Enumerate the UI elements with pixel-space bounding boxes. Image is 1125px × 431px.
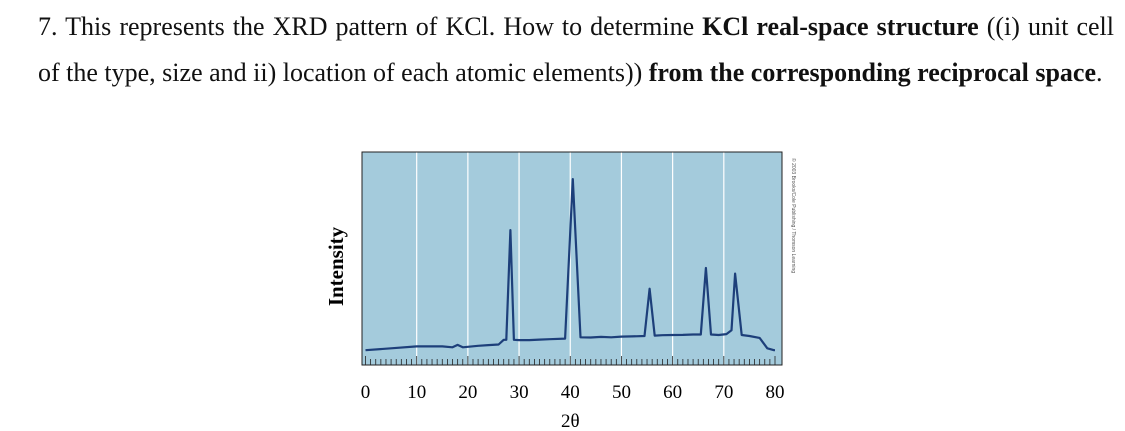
x-tick-label: 50 [612,382,631,403]
xrd-pattern-line [365,178,776,352]
x-tick-label: 80 [766,382,785,403]
grid-lines [416,152,725,365]
question-bold-part-2: from the corresponding reciprocal space [648,58,1097,87]
question-text-part-1: This represents the XRD pattern of KCl. … [57,12,703,41]
question-text: 7. This represents the XRD pattern of KC… [6,4,1114,96]
x-tick-labels: 0 10 20 30 40 50 60 70 80 [361,382,785,403]
x-tick-label: 10 [407,382,426,403]
x-tick-label: 0 [361,382,371,403]
question-number: 7. [38,12,58,41]
y-axis-label: Intensity [324,226,348,306]
question-bold-part-1: KCl real-space structure [702,12,979,41]
plot-frame [361,151,783,366]
x-tick-label: 40 [561,382,580,403]
x-axis-label: 2θ [561,411,580,431]
xrd-chart: 0 10 20 30 40 50 60 70 80 2θ Intensity © 2003 Br… [324,151,797,431]
question-text-part-3: . [1096,58,1103,87]
minor-ticks [365,356,776,365]
x-tick-label: 60 [663,382,682,403]
x-tick-label: 20 [458,382,477,403]
x-tick-label: 30 [510,382,529,403]
question-text-part-2: ((i) unit cell of the type, size and ii)… [38,12,1114,87]
copyright-credit: © 2003 Brooks/Cole Publishing / Thomson … [790,158,797,273]
x-tick-label: 70 [714,382,733,403]
